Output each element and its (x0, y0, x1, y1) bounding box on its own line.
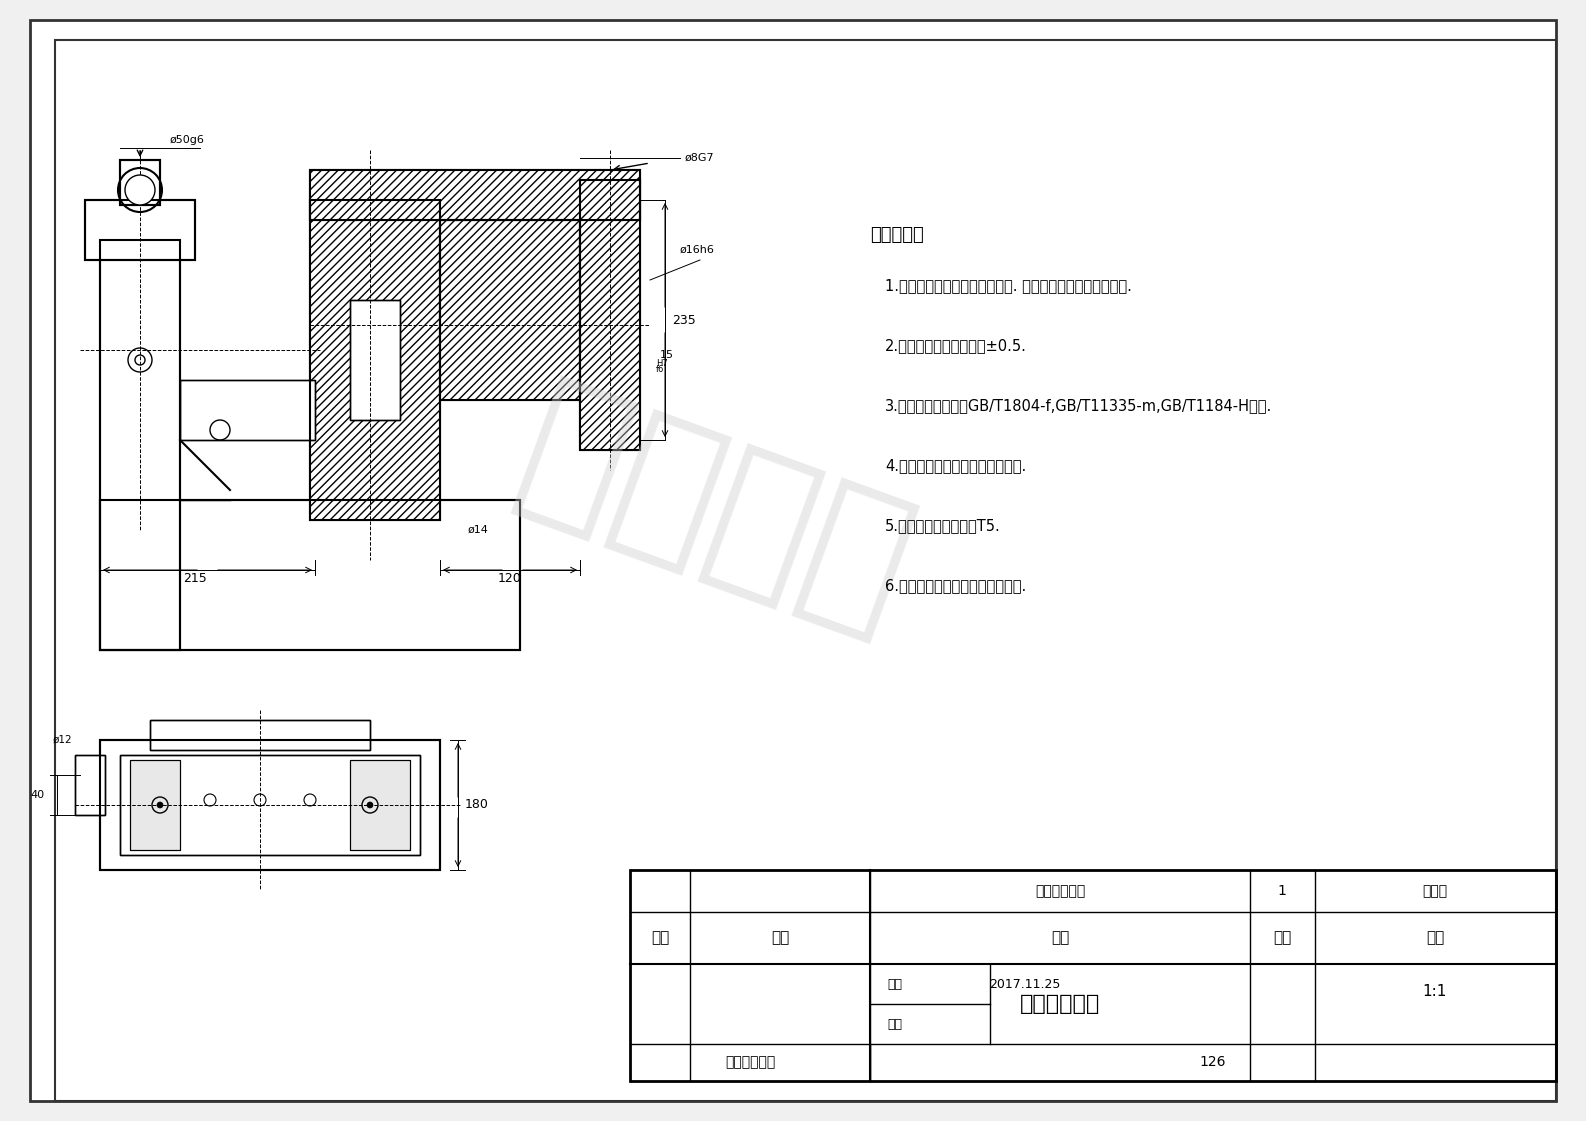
Text: 铝合金: 铝合金 (1423, 884, 1448, 898)
Bar (86, 200, 195, 260)
Bar (151, 720, 370, 750)
Text: 2017.11.25: 2017.11.25 (990, 978, 1061, 991)
Text: 技术要求：: 技术要求： (871, 226, 923, 244)
Bar (121, 756, 420, 855)
Text: 校核: 校核 (888, 1018, 902, 1030)
Bar (151, 720, 370, 750)
Text: 215: 215 (182, 572, 206, 585)
Bar (121, 160, 160, 205)
Text: 3.零件未注公差按照GB/T1804-f,GB/T11335-m,GB/T1184-H执行.: 3.零件未注公差按照GB/T1804-f,GB/T11335-m,GB/T118… (885, 398, 1272, 413)
Circle shape (125, 175, 155, 205)
Text: 5.铝合金零件热处理：T5.: 5.铝合金零件热处理：T5. (885, 518, 1001, 532)
Text: 序号: 序号 (650, 930, 669, 945)
Bar (75, 756, 105, 815)
Text: 4.零件锐角倒钝：去除毛刺、飞边.: 4.零件锐角倒钝：去除毛刺、飞边. (885, 458, 1026, 473)
Text: 6.装配松紧适度，不能有卡死现象.: 6.装配松紧适度，不能有卡死现象. (885, 578, 1026, 593)
Text: 标准: 标准 (771, 930, 790, 945)
Text: ø16h6: ø16h6 (680, 245, 715, 254)
Bar (439, 220, 580, 400)
Text: 1.零件不能有变形、裂纹等缺陷. 零件表面不能有划痕、磕伤.: 1.零件不能有变形、裂纹等缺陷. 零件表面不能有划痕、磕伤. (885, 278, 1132, 293)
Text: 120: 120 (498, 572, 522, 585)
Text: f6: f6 (657, 365, 665, 374)
Bar (100, 500, 520, 650)
Text: 1: 1 (1278, 884, 1286, 898)
Bar (179, 380, 316, 441)
Bar (100, 500, 520, 650)
Bar (121, 160, 160, 205)
Bar (351, 760, 411, 850)
Bar (580, 180, 641, 450)
Bar (439, 220, 580, 400)
Text: 重庆夹研科技: 重庆夹研科技 (725, 1056, 776, 1069)
Text: ø14: ø14 (468, 525, 488, 535)
Text: 名称: 名称 (1052, 930, 1069, 945)
Bar (309, 170, 641, 220)
Text: 2.零件未注尺寸允许偏差±0.5.: 2.零件未注尺寸允许偏差±0.5. (885, 339, 1026, 353)
Text: 235: 235 (672, 314, 696, 326)
Text: 制图: 制图 (888, 978, 902, 991)
Bar (580, 180, 641, 450)
Bar (351, 300, 400, 420)
Circle shape (157, 802, 163, 808)
Bar (75, 756, 105, 815)
Bar (100, 740, 439, 870)
Bar (309, 170, 641, 220)
Text: 铰链夹紧机构: 铰链夹紧机构 (1020, 994, 1101, 1015)
Bar (309, 170, 641, 220)
Text: H7: H7 (657, 359, 668, 368)
Circle shape (366, 802, 373, 808)
Bar (309, 200, 439, 520)
Bar (351, 760, 411, 850)
Bar (580, 180, 641, 450)
Bar (179, 380, 316, 441)
Text: 铰链夹紧机构: 铰链夹紧机构 (1036, 884, 1085, 898)
Text: 数量: 数量 (1274, 930, 1291, 945)
Bar (309, 200, 439, 520)
Bar (130, 760, 179, 850)
Text: 126: 126 (1199, 1056, 1226, 1069)
Bar (100, 740, 439, 870)
Bar (130, 760, 179, 850)
Text: 40: 40 (30, 790, 44, 800)
Text: ø8G7: ø8G7 (685, 152, 715, 163)
Text: 15: 15 (660, 350, 674, 360)
Bar (630, 870, 1556, 1081)
Text: 材料: 材料 (1426, 930, 1445, 945)
Text: 180: 180 (465, 798, 488, 812)
Bar (439, 220, 580, 400)
Text: ø50g6: ø50g6 (170, 135, 205, 145)
Bar (121, 756, 420, 855)
Text: ø12: ø12 (52, 735, 73, 745)
Bar (309, 200, 439, 520)
Text: 夹研科技: 夹研科技 (500, 365, 931, 655)
Text: 1:1: 1:1 (1423, 984, 1446, 1000)
Bar (351, 300, 400, 420)
Bar (100, 240, 179, 650)
Bar (86, 200, 195, 260)
Bar (100, 240, 179, 650)
